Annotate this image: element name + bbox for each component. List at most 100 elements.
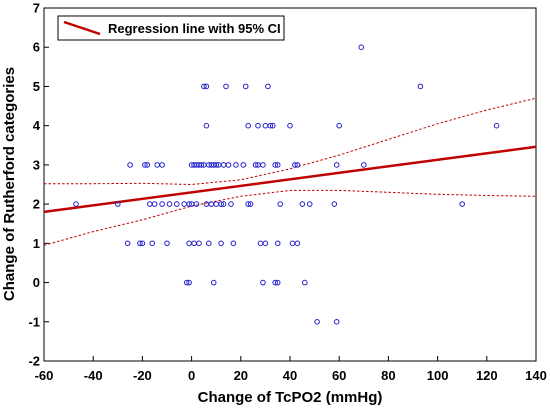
legend: Regression line with 95% CI	[57, 15, 285, 41]
y-tick-label: 4	[33, 118, 41, 133]
y-tick-label: 2	[33, 197, 40, 212]
x-tick-label: 140	[525, 368, 547, 383]
data-point	[294, 162, 301, 168]
data-points	[73, 44, 500, 325]
x-tick-label: -40	[84, 368, 103, 383]
data-point	[206, 240, 212, 247]
y-tick-label: 0	[33, 275, 40, 290]
y-axis: -2 -1 0 1 2 3 4 5 6 7	[28, 1, 49, 369]
data-point	[242, 83, 249, 90]
data-point	[260, 162, 266, 168]
regression-line-path	[43, 145, 537, 214]
y-tick-label: 7	[33, 1, 40, 16]
ci-upper-line	[44, 97, 537, 186]
y-tick-label: 5	[33, 79, 40, 94]
x-tick-label: 60	[332, 368, 346, 383]
y-tick-label: -2	[28, 354, 40, 369]
x-tick-label: 0	[188, 368, 195, 383]
x-axis: -60 -40 -20 0 20 40 60 80 100 120 140	[35, 356, 547, 383]
data-point	[151, 201, 158, 207]
data-point	[127, 162, 133, 168]
data-point	[333, 162, 340, 168]
data-point	[115, 201, 121, 207]
data-point	[294, 240, 301, 247]
data-point	[262, 240, 269, 247]
data-point	[220, 201, 227, 207]
x-tick-label: 120	[476, 368, 498, 383]
data-point	[139, 240, 146, 247]
data-point	[240, 162, 247, 168]
data-point	[159, 162, 165, 168]
data-point	[213, 162, 219, 168]
data-point	[247, 201, 254, 207]
data-point	[274, 240, 281, 247]
data-point	[174, 201, 180, 207]
legend-label: Regression line with 95% CI	[108, 21, 281, 36]
x-tick-label: -60	[35, 368, 54, 383]
data-point	[287, 122, 293, 129]
data-point	[159, 201, 165, 207]
data-point	[252, 162, 259, 168]
data-point	[201, 83, 207, 90]
data-point	[260, 279, 266, 286]
data-point	[183, 279, 190, 286]
data-point	[225, 162, 232, 168]
x-tick-label: 40	[283, 368, 297, 383]
data-point	[196, 240, 202, 247]
data-point	[331, 201, 338, 207]
x-axis-title: Change of TcPO2 (mmHg)	[198, 389, 383, 406]
data-point	[149, 240, 155, 247]
regression-line	[43, 145, 537, 214]
data-point	[144, 162, 151, 168]
data-point	[186, 201, 192, 207]
data-point	[233, 162, 239, 168]
data-point	[274, 279, 281, 286]
y-axis-title: Change of Rutherford categories	[1, 67, 18, 301]
x-tick-label: -20	[133, 368, 152, 383]
data-point	[265, 83, 271, 90]
data-point	[218, 240, 224, 247]
data-point	[255, 122, 261, 129]
data-point	[228, 201, 234, 207]
y-tick-label: -1	[28, 314, 40, 329]
data-point	[245, 122, 251, 129]
data-point	[245, 201, 251, 207]
y-tick-label: 6	[33, 40, 40, 55]
data-point	[333, 319, 340, 325]
data-point	[73, 201, 79, 207]
data-point	[230, 240, 237, 247]
plot-frame	[43, 7, 537, 362]
data-point	[270, 122, 276, 129]
ci-lower-line	[43, 189, 537, 246]
data-point	[358, 44, 365, 51]
data-point	[210, 279, 217, 286]
data-point	[272, 279, 279, 286]
data-point	[223, 83, 229, 90]
data-point	[186, 279, 192, 286]
legend-swatch-line	[63, 20, 101, 36]
x-tick-label: 20	[234, 368, 248, 383]
legend-box	[57, 15, 285, 41]
data-point	[417, 83, 424, 90]
data-point	[124, 240, 131, 247]
data-point	[459, 201, 466, 207]
data-point	[306, 201, 313, 207]
x-tick-label: 100	[427, 368, 449, 383]
confidence-interval	[43, 97, 537, 246]
data-point	[336, 122, 343, 129]
data-point	[198, 162, 205, 168]
data-point	[314, 319, 320, 325]
data-point	[493, 122, 500, 129]
data-point	[272, 162, 279, 168]
data-point	[166, 201, 173, 207]
data-point	[193, 201, 200, 207]
data-point	[164, 240, 170, 247]
data-point	[267, 122, 274, 129]
data-point	[361, 162, 367, 168]
y-tick-label: 1	[33, 236, 40, 251]
data-point	[142, 162, 148, 168]
x-tick-label: 80	[381, 368, 395, 383]
data-point	[274, 162, 281, 168]
data-point	[203, 83, 210, 90]
